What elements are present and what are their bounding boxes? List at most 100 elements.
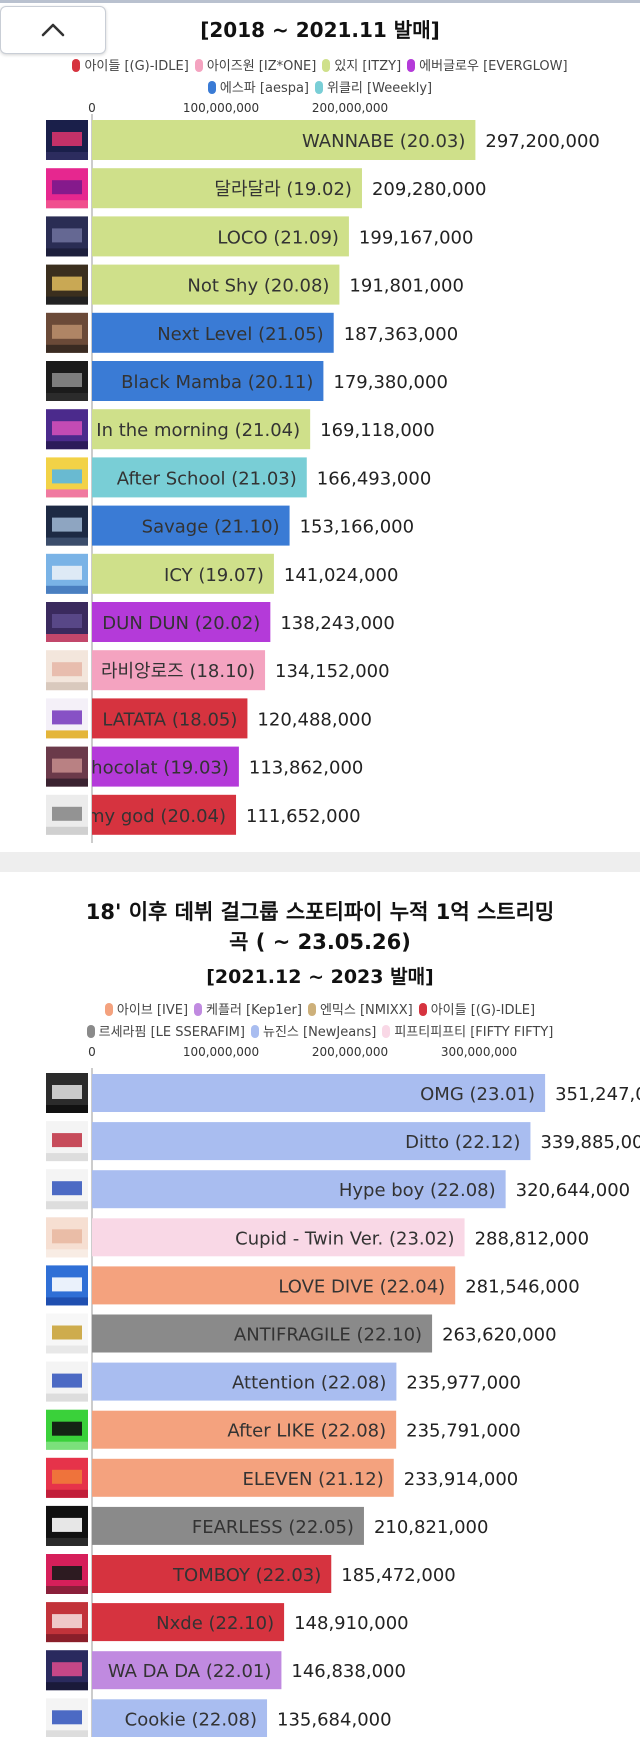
bar-value-label: 141,024,000 bbox=[284, 565, 399, 586]
cover-band bbox=[46, 441, 88, 450]
bar-label: After School (21.03) bbox=[117, 468, 297, 489]
bar-label: Black Mamba (20.11) bbox=[121, 372, 313, 393]
cover-accent bbox=[52, 228, 82, 243]
bar-row: Oh my god (20.04) 111,652,000 bbox=[46, 794, 361, 835]
bar bbox=[92, 1170, 506, 1209]
cover-accent bbox=[52, 276, 82, 291]
legend-item: 케플러 [Kep1er] bbox=[194, 1000, 302, 1022]
bar-value-label: 120,488,000 bbox=[257, 709, 372, 730]
bar-label: WA DA DA (22.01) bbox=[108, 1661, 272, 1682]
x-tick-label: 0 bbox=[88, 101, 96, 115]
bar bbox=[92, 794, 237, 835]
chart-2-legend: 아이브 [IVE] 케플러 [Kep1er] 엔믹스 [NMIXX] 아이들 [(G)… bbox=[30, 1000, 610, 1044]
cover-accent bbox=[52, 662, 82, 677]
bar-row: Cookie (22.08) 135,684,000 bbox=[46, 1698, 392, 1737]
bar-row: Black Mamba (20.11) 179,380,000 bbox=[46, 361, 448, 401]
legend-item: 위클리 [Weeekly] bbox=[315, 78, 432, 100]
cover-band bbox=[46, 1634, 88, 1643]
cover-band bbox=[46, 1489, 88, 1498]
cover-band bbox=[46, 730, 88, 739]
bar-value-label: 209,280,000 bbox=[372, 179, 487, 200]
bar-label: LOVE DIVE (22.04) bbox=[278, 1276, 445, 1297]
album-cover-image bbox=[46, 1313, 88, 1354]
chevron-up-icon bbox=[41, 23, 65, 37]
album-cover-image bbox=[46, 1554, 88, 1594]
legend-swatch bbox=[86, 1025, 95, 1038]
bar-value-label: 169,118,000 bbox=[320, 420, 435, 441]
legend-item: 아이들 [(G)-IDLE] bbox=[72, 56, 189, 78]
cover-band bbox=[46, 1730, 88, 1737]
bar-label: Oh my god (20.04) bbox=[56, 806, 226, 827]
legend-item: 엔믹스 [NMIXX] bbox=[307, 1000, 413, 1022]
legend-label: 피프티피프티 [FIFTY FIFTY] bbox=[394, 1025, 554, 1040]
scroll-to-top-button[interactable] bbox=[0, 6, 106, 54]
album-cover-image bbox=[46, 1217, 88, 1258]
cover-accent bbox=[52, 1229, 82, 1244]
legend-swatch bbox=[72, 59, 81, 72]
x-tick-label: 200,000,000 bbox=[312, 1045, 388, 1059]
legend-item: 에스파 [aespa] bbox=[207, 78, 309, 100]
bar-row: After LIKE (22.08) 235,791,000 bbox=[46, 1409, 521, 1450]
legend-label: 뉴진스 [NewJeans] bbox=[262, 1025, 377, 1040]
bar bbox=[92, 698, 248, 739]
cover-accent bbox=[52, 1277, 82, 1292]
cover-accent bbox=[52, 1469, 82, 1484]
bar-value-label: 320,644,000 bbox=[516, 1180, 631, 1201]
bar-value-label: 111,652,000 bbox=[246, 806, 361, 827]
album-cover-image bbox=[46, 361, 88, 401]
bar-label: ELEVEN (21.12) bbox=[243, 1469, 384, 1490]
cover-accent bbox=[52, 469, 82, 484]
bar bbox=[92, 1122, 531, 1161]
bar-row: LOCO (21.09) 199,167,000 bbox=[46, 216, 474, 257]
bar-label: Savage (21.10) bbox=[142, 517, 280, 538]
bar bbox=[92, 361, 324, 401]
chart-1: [2018 ~ 2021.11 발매] 아이들 [(G)-IDLE] 아이즈원 [… bbox=[0, 0, 640, 852]
cover-accent bbox=[52, 1710, 82, 1725]
album-cover-image bbox=[46, 1457, 88, 1498]
bar-row: FEARLESS (22.05) 210,821,000 bbox=[46, 1505, 488, 1546]
bar-label: LATATA (18.05) bbox=[102, 709, 237, 730]
legend-swatch bbox=[194, 59, 203, 72]
legend-item: 아이브 [IVE] bbox=[104, 1000, 188, 1022]
cover-accent bbox=[52, 517, 82, 532]
album-cover-image bbox=[46, 457, 88, 498]
bar-value-label: 166,493,000 bbox=[317, 468, 432, 489]
bar bbox=[92, 120, 476, 160]
cover-accent bbox=[52, 1085, 82, 1099]
bar bbox=[92, 602, 271, 642]
bar-row: 달라달라 (19.02) 209,280,000 bbox=[46, 168, 487, 209]
legend-swatch bbox=[194, 1003, 203, 1016]
bar-value-label: 179,380,000 bbox=[333, 372, 448, 393]
bar bbox=[92, 216, 349, 257]
chart-1-plot: 0 100,000,000 200,000,000 WANNABE (20.03) 29… bbox=[46, 101, 600, 843]
legend-label: 에버글로우 [EVERGLOW] bbox=[419, 59, 568, 74]
bar-row: WANNABE (20.03) 297,200,000 bbox=[46, 120, 600, 160]
bar bbox=[92, 409, 311, 450]
legend-item: 뉴진스 [NewJeans] bbox=[250, 1022, 377, 1044]
bar-row: Attention (22.08) 235,977,000 bbox=[46, 1361, 521, 1402]
bar-row: DUN DUN (20.02) 138,243,000 bbox=[46, 602, 395, 642]
bar-value-label: 199,167,000 bbox=[359, 227, 474, 248]
bar-label: Ditto (22.12) bbox=[405, 1132, 520, 1153]
cover-accent bbox=[52, 806, 82, 821]
bar-value-label: 187,363,000 bbox=[344, 324, 459, 345]
bar-row: ANTIFRAGILE (22.10) 263,620,000 bbox=[46, 1313, 557, 1354]
legend-item: 에버글로우 [EVERGLOW] bbox=[407, 56, 568, 78]
cover-accent bbox=[52, 132, 82, 146]
album-cover-image bbox=[46, 264, 88, 305]
cover-accent bbox=[52, 710, 82, 725]
album-cover-image bbox=[46, 1121, 88, 1162]
bar-row: Ditto (22.12) 339,885,000 bbox=[46, 1121, 640, 1162]
legend-swatch bbox=[418, 1003, 427, 1016]
bar-row: Savage (21.10) 153,166,000 bbox=[46, 505, 414, 546]
bar-value-label: 339,885,000 bbox=[540, 1132, 640, 1153]
bar-label: 라비앙로즈 (18.10) bbox=[101, 661, 255, 682]
album-cover-image bbox=[46, 120, 88, 160]
x-tick-label: 100,000,000 bbox=[183, 1045, 259, 1059]
album-cover-image bbox=[46, 1650, 88, 1691]
bar-label: In the morning (21.04) bbox=[96, 420, 300, 441]
bar-row: Hype boy (22.08) 320,644,000 bbox=[46, 1169, 631, 1210]
legend-label: 아이즈원 [IZ*ONE] bbox=[206, 59, 317, 74]
bar-value-label: 281,546,000 bbox=[465, 1276, 580, 1297]
bar-label: After LIKE (22.08) bbox=[227, 1421, 386, 1442]
